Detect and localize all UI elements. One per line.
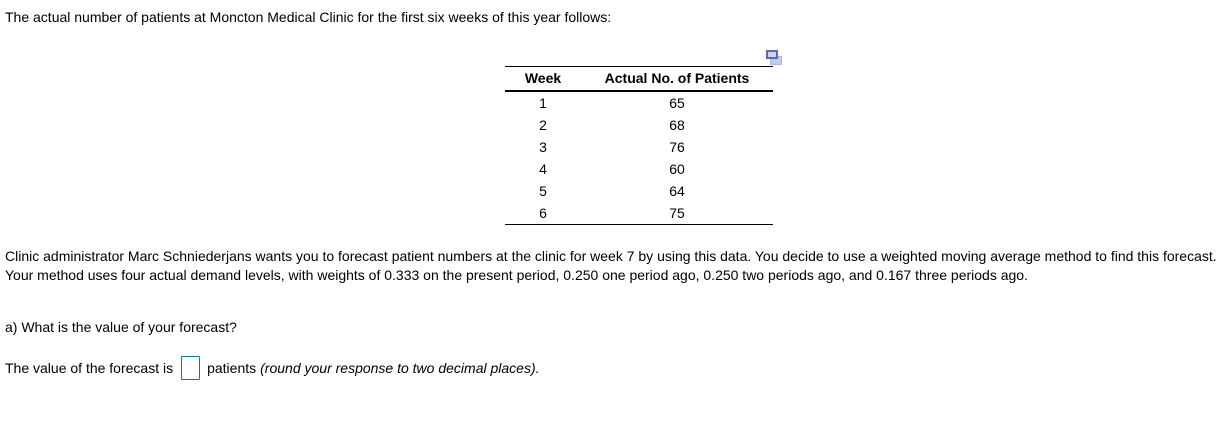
week-cell: 4 [539,161,547,177]
answer-suffix-text: patients [207,359,257,376]
rounding-hint-text: (round your response to two decimal plac… [260,359,540,376]
table-row: 3 76 [505,136,773,158]
table-row: 6 75 [505,202,773,225]
patients-cell: 68 [669,117,685,133]
week-cell: 2 [539,117,547,133]
week-cell: 1 [539,95,547,111]
problem-statement: Clinic administrator Marc Schniederjans … [5,248,1217,283]
week-cell: 6 [539,205,547,221]
table-row: 4 60 [505,158,773,180]
table-row: 5 64 [505,180,773,202]
patients-cell: 65 [669,95,685,111]
answer-prefix-text: The value of the forecast is [5,359,174,376]
patients-cell: 64 [669,183,685,199]
week-cell: 3 [539,139,547,155]
table-header-row: Week Actual No. of Patients [505,66,773,92]
patients-cell: 75 [669,205,685,221]
forecast-input[interactable] [181,355,201,380]
table-row: 2 68 [505,114,773,136]
question-a-label: a) What is the value of your forecast? [5,319,237,335]
patients-column-header: Actual No. of Patients [581,66,773,92]
patients-cell: 76 [669,139,685,155]
patients-cell: 60 [669,161,685,177]
week-cell: 5 [539,183,547,199]
intro-text: The actual number of patients at Moncton… [5,9,612,25]
week-column-header: Week [505,66,581,92]
answer-line: The value of the forecast is patients (r… [5,352,540,383]
patients-table: Week Actual No. of Patients 1 65 2 68 3 76 4 60… [505,66,773,225]
copy-icon-front-rect [766,50,778,59]
table-row: 1 65 [505,91,773,114]
patients-table-area: Week Actual No. of Patients 1 65 2 68 3 76 4 60… [505,50,782,225]
copy-table-icon[interactable] [766,50,783,66]
